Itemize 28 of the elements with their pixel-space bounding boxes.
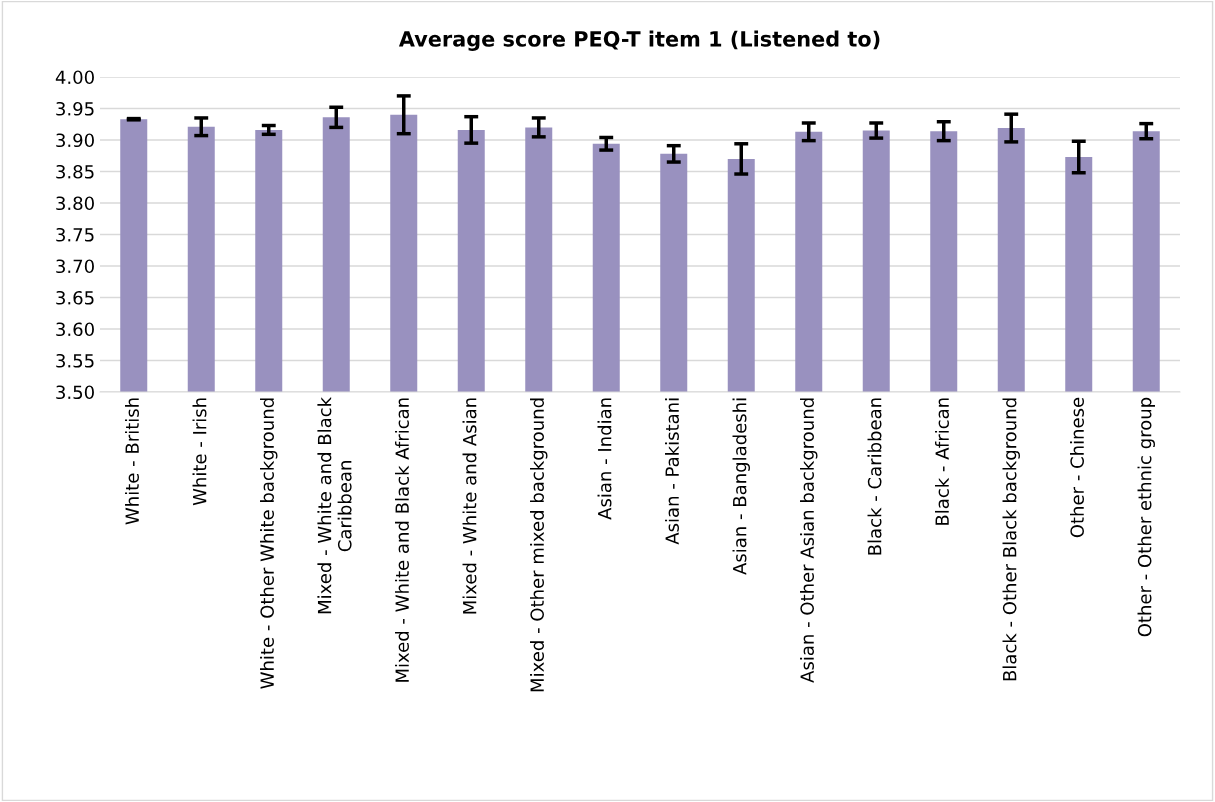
x-tick-label: White - Other White background — [260, 398, 278, 689]
y-tick-label: 3.95 — [56, 101, 94, 116]
x-tick-label: Asian - Indian — [597, 398, 612, 520]
x-tick-label: Mixed - White and Asian — [462, 398, 477, 614]
x-tick-label: Asian - Bangladeshi — [732, 398, 750, 575]
y-tick-label: 3.65 — [56, 290, 94, 305]
y-tick-label: 3.75 — [56, 227, 94, 242]
y-tick-label: 3.55 — [56, 353, 94, 368]
y-tick-label: 3.60 — [56, 322, 94, 337]
x-tick-label: Black - Other Black background — [1002, 398, 1020, 681]
y-tick-label: 3.80 — [56, 196, 94, 211]
x-tick-label: White - British — [125, 398, 139, 525]
x-tick-label: Other - Other ethnic group — [1137, 397, 1155, 637]
y-tick-label: 4.00 — [55, 70, 94, 85]
x-tick-label: Mixed - White and Black African — [395, 398, 409, 682]
y-tick-label: 3.70 — [56, 259, 94, 274]
x-tick-label: Asian - Other Asian background — [800, 398, 818, 683]
x-tick-label: White - Irish — [192, 398, 207, 506]
x-tick-label: Black - African — [935, 398, 949, 525]
y-tick-label: 3.85 — [56, 164, 94, 179]
y-tick-label: 3.50 — [56, 385, 94, 400]
x-tick-label: Other - Chinese — [1070, 397, 1084, 538]
chart-title: Average score PEQ-T item 1 (Listened to) — [398, 30, 880, 51]
x-tick-label: Black - Caribbean — [867, 398, 882, 555]
y-tick-label: 3.90 — [56, 133, 94, 148]
x-tick-label: Mixed - Other mixed background — [530, 398, 548, 692]
x-tick-label: Mixed - White and Black Caribbean — [317, 396, 352, 614]
x-tick-label: Asian - Pakistani — [665, 398, 679, 545]
